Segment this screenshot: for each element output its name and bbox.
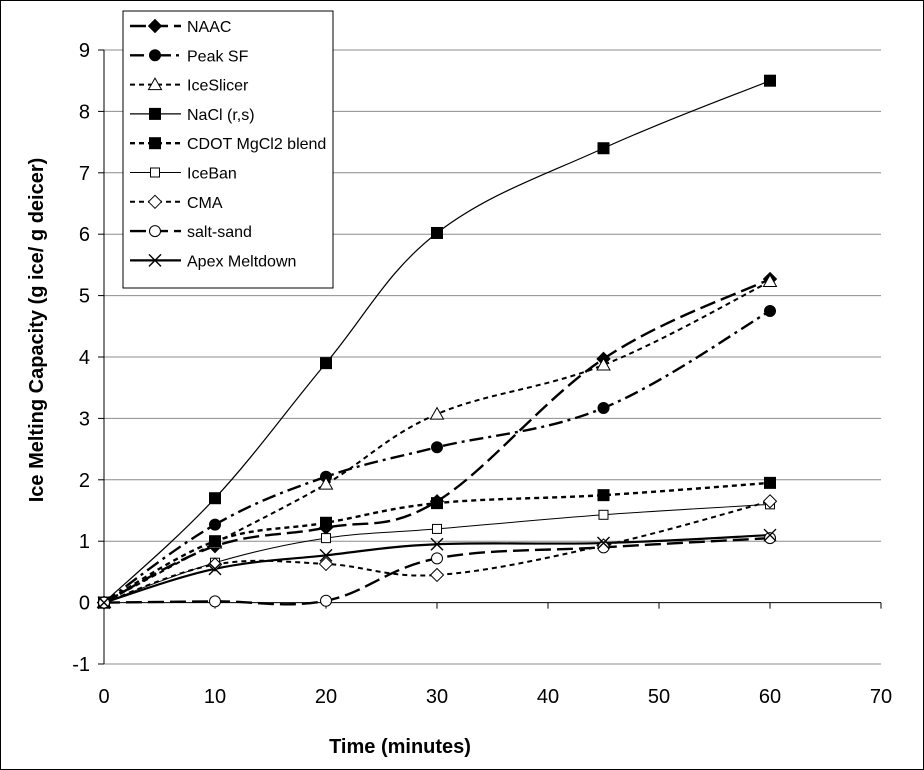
legend-marker (149, 107, 161, 120)
legend-label: NAAC (187, 19, 231, 36)
y-tick-label: 7 (79, 163, 90, 185)
data-point (596, 357, 611, 371)
y-tick-label: 6 (79, 224, 90, 246)
data-point (597, 536, 610, 550)
data-point (597, 541, 610, 554)
data-point (764, 476, 776, 489)
legend-label: Peak SF (187, 48, 249, 65)
data-point (97, 596, 111, 610)
legend: NAAC Peak SF IceSlicer NaCl (r,s) CDOT MgCl2… (122, 10, 334, 289)
x-tick-label: 0 (98, 686, 109, 708)
x-tick-label: 30 (426, 686, 448, 708)
data-point (320, 357, 332, 370)
y-tick-label: 8 (79, 101, 90, 123)
data-point (321, 533, 331, 544)
x-tick-label: 50 (648, 686, 670, 708)
data-point (318, 476, 334, 490)
legend-marker (147, 77, 163, 91)
data-point (764, 304, 776, 317)
series-line-4 (103, 481, 771, 604)
y-tick-label: 1 (79, 531, 90, 553)
legend-marker (147, 194, 163, 210)
data-point (209, 595, 221, 608)
y-tick-labels: -1 0 1 2 3 4 5 6 7 8 9 (72, 40, 90, 676)
legend-marker (147, 18, 163, 34)
x-tick-label: 60 (759, 686, 781, 708)
legend-label: NaCl (r,s) (187, 107, 255, 124)
data-point (429, 406, 445, 420)
data-point (431, 552, 443, 565)
x-tick-label: 10 (204, 686, 226, 708)
data-point (597, 142, 610, 155)
legend-label: Apex Meltdown (187, 253, 296, 270)
legend-label: CDOT MgCl2 blend (187, 136, 326, 153)
series-line-7 (103, 536, 771, 606)
data-point (430, 537, 444, 551)
data-point (209, 518, 221, 531)
data-point (431, 226, 443, 239)
legend-marker (149, 137, 161, 150)
data-point (598, 509, 609, 520)
series-line-6 (103, 500, 771, 604)
legend-marker (148, 253, 162, 267)
legend-marker (149, 225, 161, 238)
legend-label: CMA (187, 195, 223, 212)
data-point (597, 401, 610, 414)
data-point (207, 557, 223, 572)
y-tick-label: 2 (79, 470, 90, 492)
data-point (209, 492, 221, 505)
y-tick-label: -1 (72, 654, 90, 676)
data-point (432, 523, 442, 534)
series-lines (103, 80, 771, 606)
data-point (431, 497, 443, 510)
y-tick-label: 4 (79, 347, 90, 369)
series-markers (96, 74, 778, 610)
y-tick-label: 9 (79, 40, 90, 62)
legend-label: IceBan (187, 166, 237, 183)
data-point (209, 535, 221, 548)
data-point (764, 74, 776, 87)
y-tick-label: 5 (79, 286, 90, 308)
y-tick-label: 0 (79, 593, 90, 615)
data-point (319, 548, 333, 562)
x-axis-title: Time (minutes) (329, 736, 471, 758)
data-point (763, 528, 777, 542)
x-tick-labels: 0 10 20 30 40 50 60 70 (98, 686, 892, 708)
data-point (208, 562, 222, 576)
data-point (429, 567, 445, 583)
y-axis-title: Ice Melting Capacity (g ice/ g deicer) (26, 158, 48, 503)
data-point (318, 556, 334, 572)
data-point (320, 516, 332, 529)
series-line-0 (103, 277, 771, 604)
x-tick-label: 40 (537, 686, 559, 708)
series-line-8 (103, 533, 771, 604)
data-point (431, 441, 443, 454)
y-tick-label: 3 (79, 408, 90, 430)
legend-marker (150, 167, 160, 178)
legend-marker (149, 49, 161, 62)
legend-label: IceSlicer (187, 78, 249, 95)
data-point (320, 594, 332, 607)
data-point (762, 273, 778, 287)
data-point (764, 532, 776, 545)
series-line-1 (103, 309, 771, 604)
legend-label: salt-sand (187, 224, 252, 241)
data-point (597, 489, 610, 502)
series-line-3 (103, 80, 771, 604)
x-tick-label: 20 (315, 686, 337, 708)
data-point (762, 494, 778, 509)
series-line-2 (103, 280, 771, 604)
x-tick-label: 70 (870, 686, 892, 708)
